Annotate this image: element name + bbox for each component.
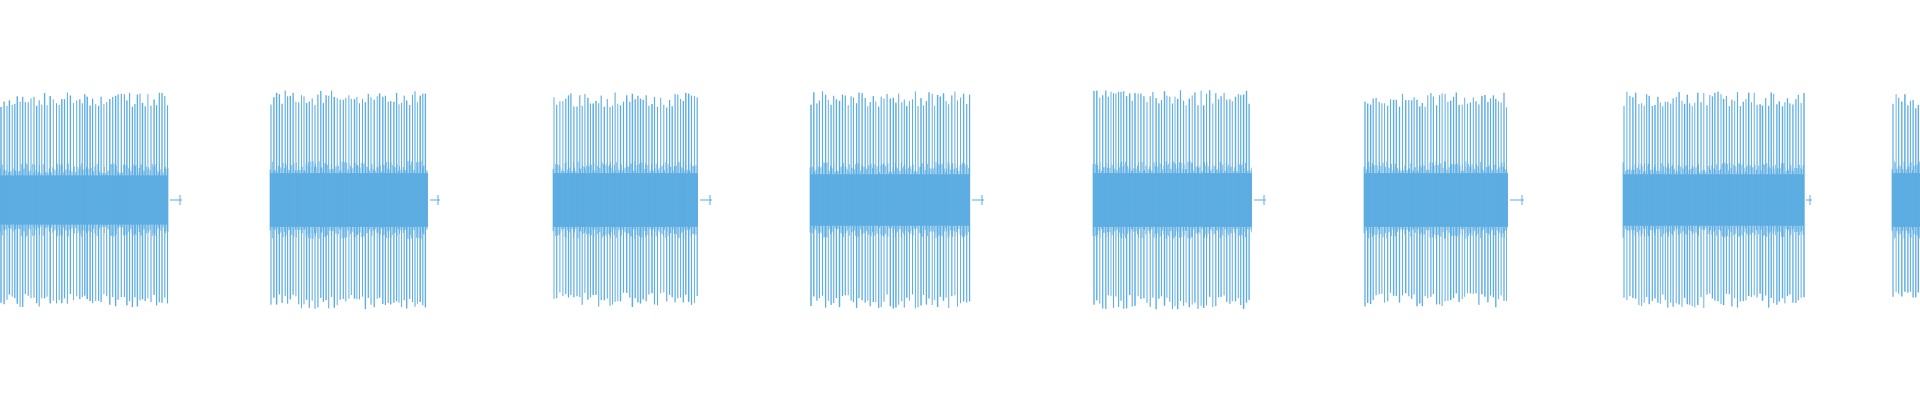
waveform-burst (552, 92, 712, 307)
waveform-burst (1622, 91, 1812, 309)
waveform-burst (809, 91, 984, 309)
waveform-burst (269, 90, 440, 310)
waveform-burst (0, 92, 182, 308)
waveform-burst (1891, 94, 1920, 298)
waveform-burst (1363, 92, 1524, 308)
waveform-burst (1092, 90, 1266, 310)
